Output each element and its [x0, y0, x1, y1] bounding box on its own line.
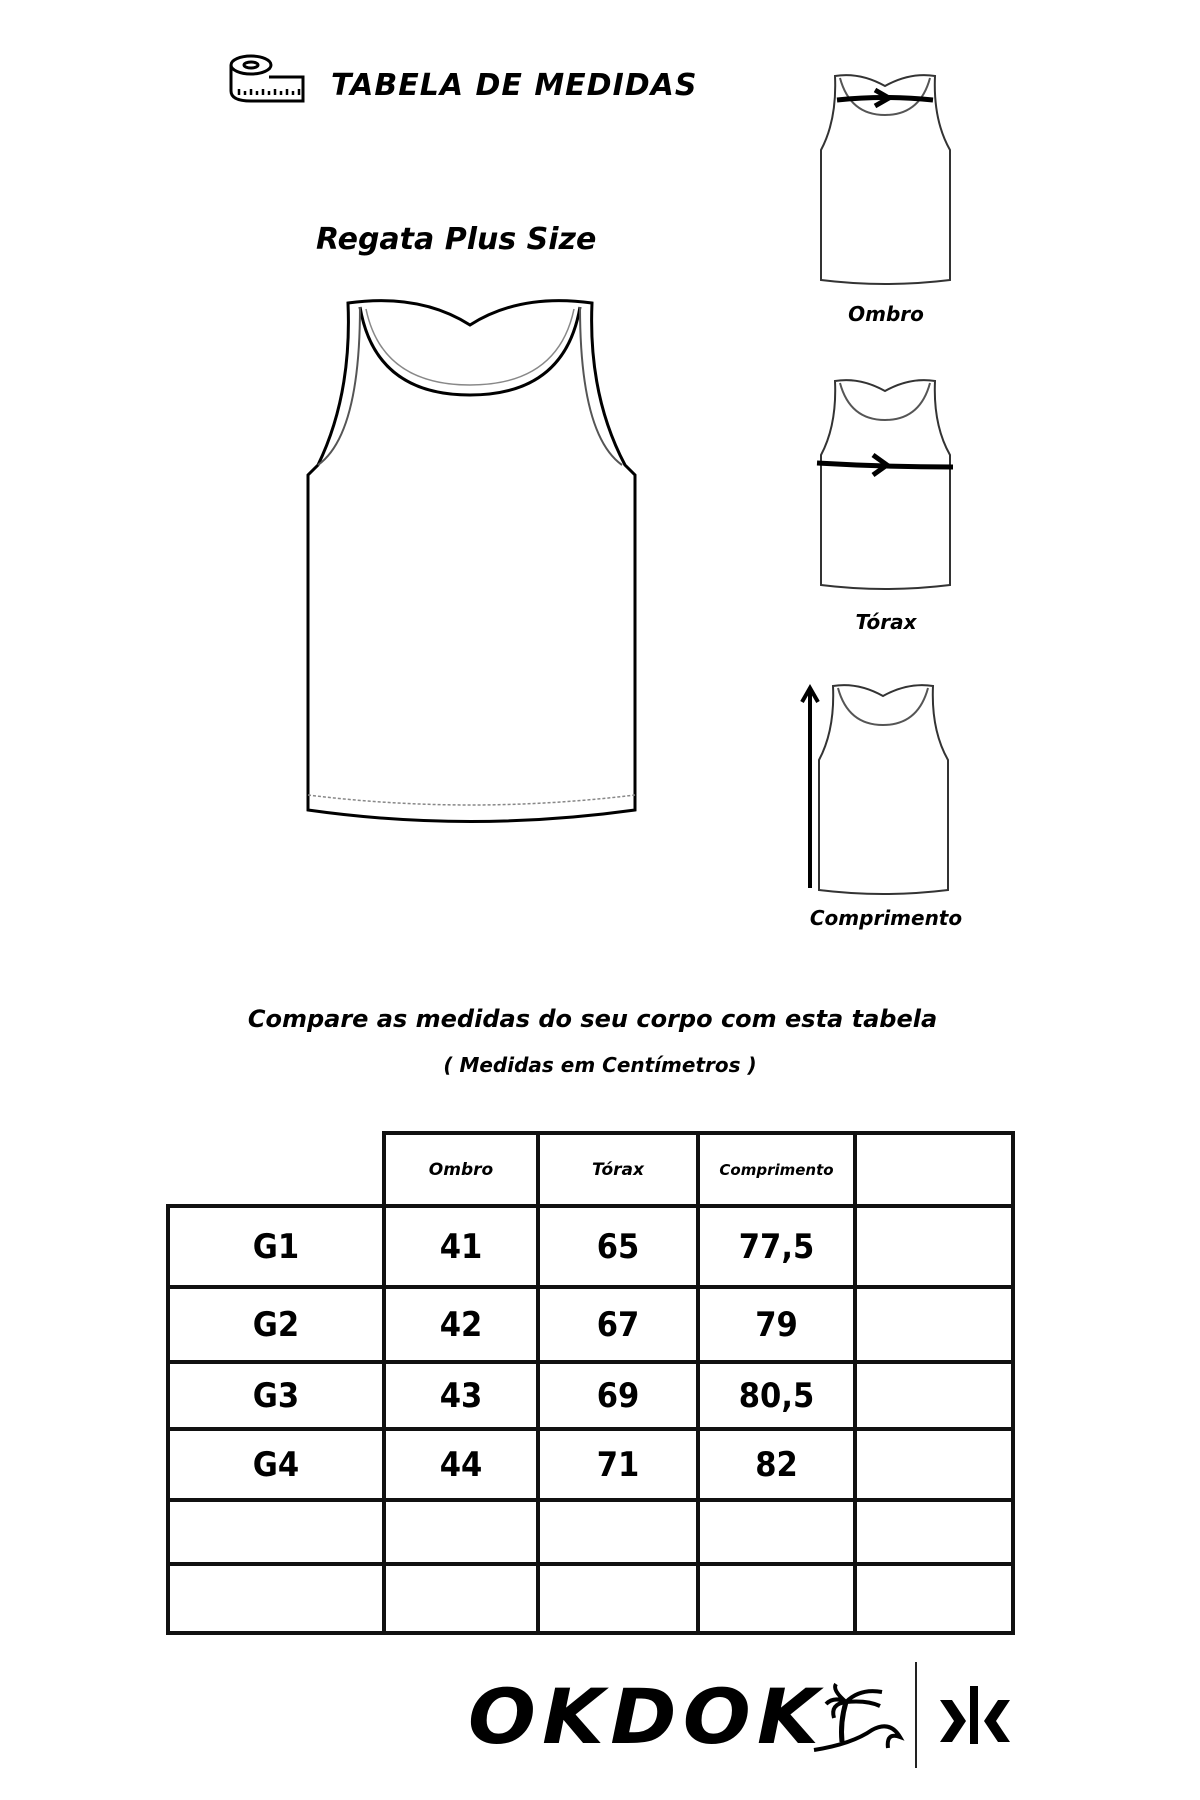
value-cell: 80,5 — [696, 1360, 857, 1431]
size-table: Ombro Tórax Comprimento G1 41 65 77,5 G2… — [166, 1131, 1015, 1635]
guide-label-ombro: Ombro — [848, 302, 924, 326]
torax-guide-illustration — [816, 379, 954, 590]
value-cell — [853, 1360, 1015, 1431]
compare-instructions: Compare as medidas do seu corpo com esta… — [247, 1005, 938, 1033]
value-cell: 77,5 — [696, 1204, 857, 1289]
column-header — [853, 1131, 1015, 1208]
units-note: ( Medidas em Centímetros ) — [443, 1053, 757, 1077]
column-header: Ombro — [382, 1131, 540, 1208]
value-cell — [853, 1204, 1015, 1289]
value-cell — [853, 1285, 1015, 1364]
value-cell: 71 — [536, 1427, 700, 1502]
value-cell: 44 — [382, 1427, 540, 1502]
size-cell: G2 — [166, 1285, 386, 1364]
value-cell: 41 — [382, 1204, 540, 1289]
product-name: Regata Plus Size — [316, 222, 597, 257]
value-cell: 82 — [696, 1427, 857, 1502]
value-cell: 67 — [536, 1285, 700, 1364]
value-cell: 69 — [536, 1360, 700, 1431]
table-header-row: Ombro Tórax Comprimento — [168, 1131, 1015, 1208]
value-cell: 79 — [696, 1285, 857, 1364]
value-cell — [536, 1498, 700, 1566]
value-cell — [536, 1562, 700, 1635]
size-cell: G1 — [166, 1204, 386, 1289]
value-cell: 43 — [382, 1360, 540, 1431]
table-row — [166, 1562, 1015, 1635]
ombro-guide-illustration — [820, 74, 951, 285]
value-cell — [696, 1498, 857, 1566]
size-cell: G4 — [166, 1427, 386, 1502]
column-header: Comprimento — [696, 1131, 857, 1208]
value-cell — [382, 1562, 540, 1635]
value-cell — [382, 1498, 540, 1566]
value-cell — [853, 1498, 1015, 1566]
brand-logo: OKDOK — [468, 1672, 826, 1761]
corner-cell — [168, 1133, 386, 1208]
table-row: G4 44 71 82 — [166, 1427, 1015, 1502]
okdok-monogram-icon — [940, 1686, 1010, 1744]
table-row: G2 42 67 79 — [166, 1285, 1015, 1364]
guide-label-comprimento: Comprimento — [809, 906, 963, 930]
logo-divider — [915, 1662, 917, 1768]
size-cell — [166, 1562, 386, 1635]
tank-top-illustration — [306, 299, 637, 823]
value-cell: 65 — [536, 1204, 700, 1289]
value-cell — [853, 1562, 1015, 1635]
page-title: TABELA DE MEDIDAS — [331, 68, 698, 103]
measuring-tape-icon — [229, 54, 305, 103]
value-cell — [853, 1427, 1015, 1502]
column-header: Tórax — [536, 1131, 700, 1208]
value-cell: 42 — [382, 1285, 540, 1364]
comprimento-guide-illustration — [800, 683, 949, 895]
table-row — [166, 1498, 1015, 1566]
table-row: G1 41 65 77,5 — [166, 1204, 1015, 1289]
palm-tree-wave-icon — [813, 1682, 905, 1752]
guide-label-torax: Tórax — [855, 610, 917, 634]
table-row: G3 43 69 80,5 — [166, 1360, 1015, 1431]
size-cell: G3 — [166, 1360, 386, 1431]
size-cell — [166, 1498, 386, 1566]
value-cell — [696, 1562, 857, 1635]
